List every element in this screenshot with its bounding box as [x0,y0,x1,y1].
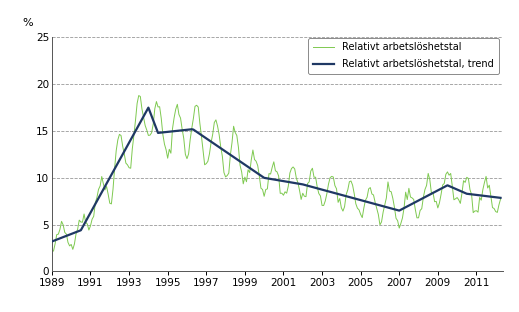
Relativt arbetslöshetstal [306,180,312,184]
Line: Relativt arbetslöshetstal, trend: Relativt arbetslöshetstal, trend [52,108,500,241]
Text: %: % [22,18,33,28]
Relativt arbetslöshetstal [424,183,430,187]
Relativt arbetslöshetstal [135,94,142,97]
Relativt arbetslöshetstal, trend [145,106,152,110]
Relativt arbetslöshetstal, trend [497,196,503,200]
Relativt arbetslöshetstal [118,134,124,137]
Line: Relativt arbetslöshetstal: Relativt arbetslöshetstal [52,95,500,251]
Relativt arbetslöshetstal, trend [49,240,55,243]
Relativt arbetslöshetstal [327,176,333,180]
Relativt arbetslöshetstal [497,197,503,201]
Relativt arbetslöshetstal, trend [306,184,312,188]
Relativt arbetslöshetstal, trend [266,177,272,181]
Relativt arbetslöshetstal, trend [420,196,427,200]
Relativt arbetslöshetstal [266,172,272,175]
Relativt arbetslöshetstal, trend [118,155,124,159]
Relativt arbetslöshetstal, trend [424,194,430,198]
Relativt arbetslöshetstal [49,249,55,253]
Relativt arbetslöshetstal [420,195,427,199]
Legend: Relativt arbetslöshetstal, Relativt arbetslöshetstal, trend: Relativt arbetslöshetstal, Relativt arbe… [308,38,499,74]
Relativt arbetslöshetstal, trend [327,190,333,194]
